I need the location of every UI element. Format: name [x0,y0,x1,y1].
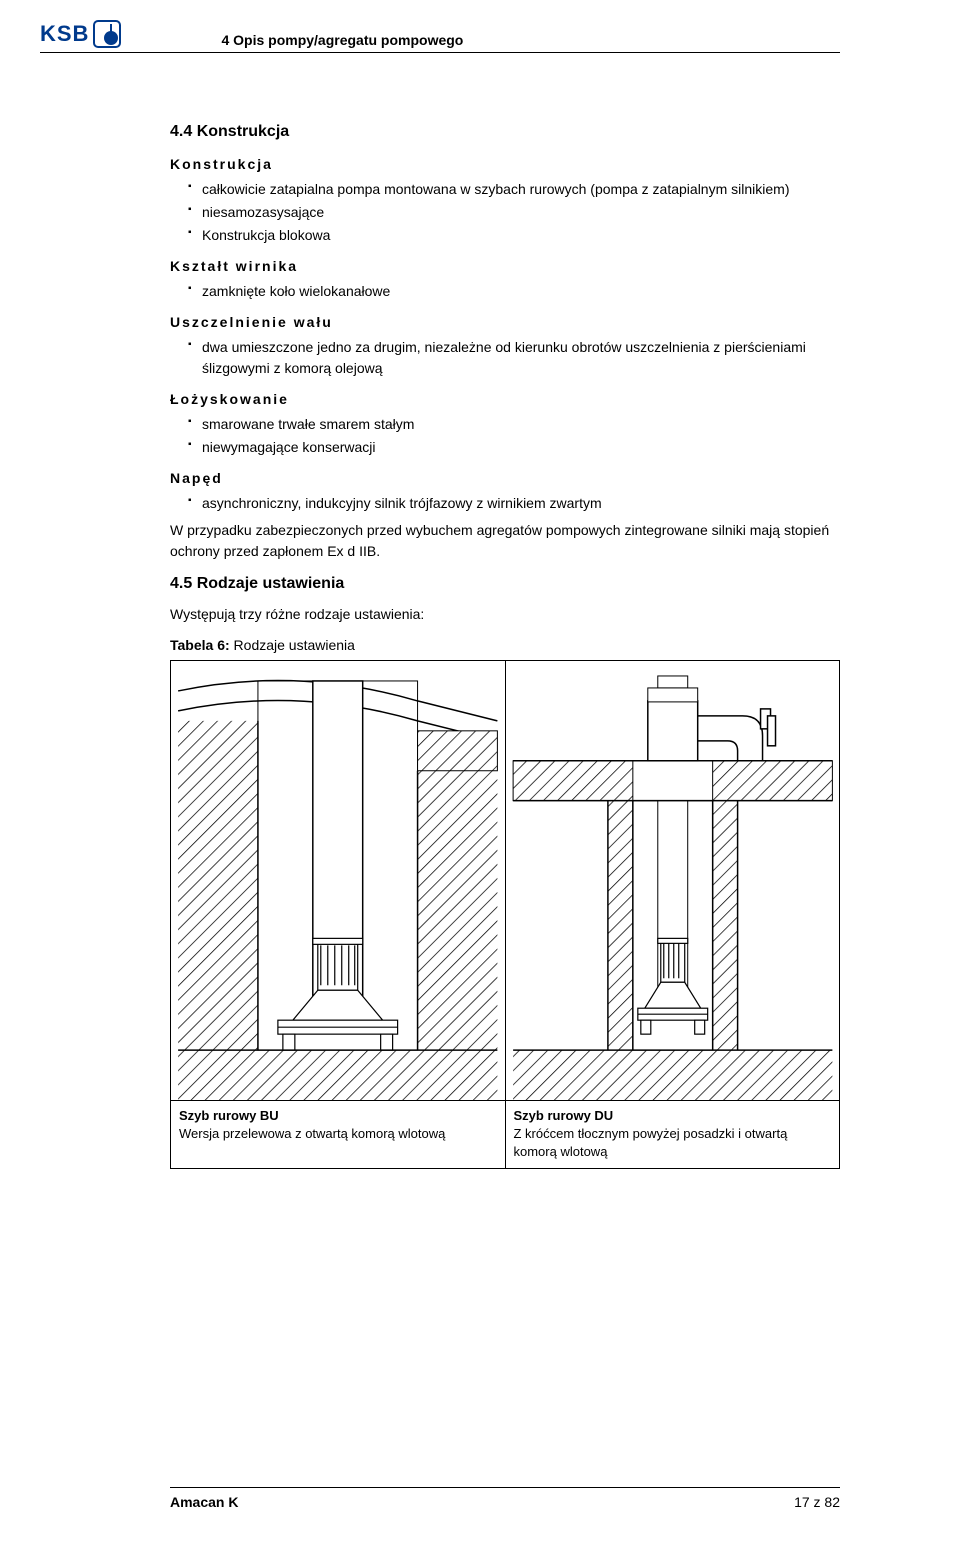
heading-4-5: 4.5 Rodzaje ustawienia [170,572,840,596]
caption-bu-title: Szyb rurowy BU [179,1108,279,1123]
table-caption-text: Rodzaje ustawienia [234,637,355,653]
table-row-diagrams [171,661,840,1101]
logo-icon [93,20,121,48]
bullets-konstrukcja: całkowicie zatapialna pompa montowana w … [170,179,840,246]
page-header: KSB 4 Opis pompy/agregatu pompowego [40,20,840,53]
diagram-du-cell [505,661,840,1101]
footer-page: 17 z 82 [794,1494,840,1510]
diagram-du [506,661,840,1100]
trailing-paragraph: W przypadku zabezpieczonych przed wybuch… [170,520,840,562]
logo: KSB [40,20,121,48]
list-item: dwa umieszczone jedno za drugim, niezale… [188,337,840,379]
list-item: smarowane trwałe smarem stałym [188,414,840,435]
diagram-bu-cell [171,661,506,1101]
list-item: asynchroniczny, indukcyjny silnik trójfa… [188,493,840,514]
group-lozyskowanie: Łożyskowanie smarowane trwałe smarem sta… [170,389,840,458]
bullets-naped: asynchroniczny, indukcyjny silnik trójfa… [170,493,840,514]
logo-text: KSB [40,21,89,47]
caption-bu-desc: Wersja przelewowa z otwartą komorą wloto… [179,1126,445,1141]
caption-du-title: Szyb rurowy DU [514,1108,614,1123]
bullets-uszczelnienie: dwa umieszczone jedno za drugim, niezale… [170,337,840,379]
list-item: zamknięte koło wielokanałowe [188,281,840,302]
list-item: niewymagające konserwacji [188,437,840,458]
content-area: 4.4 Konstrukcja Konstrukcja całkowicie z… [170,120,840,1169]
subheading-uszczelnienie: Uszczelnienie wału [170,312,840,333]
subheading-konstrukcja: Konstrukcja [170,154,840,175]
group-uszczelnienie: Uszczelnienie wału dwa umieszczone jedno… [170,312,840,379]
caption-du: Szyb rurowy DU Z króćcem tłocznym powyże… [505,1101,840,1169]
subheading-ksztalt-wirnika: Kształt wirnika [170,256,840,277]
caption-du-desc: Z króćcem tłocznym powyżej posadzki i ot… [514,1126,788,1159]
footer-product: Amacan K [170,1494,238,1510]
group-konstrukcja: Konstrukcja całkowicie zatapialna pompa … [170,154,840,246]
heading-4-4: 4.4 Konstrukcja [170,120,840,144]
table-caption-prefix: Tabela 6: [170,637,230,653]
list-item: całkowicie zatapialna pompa montowana w … [188,179,840,200]
list-item: niesamozasysające [188,202,840,223]
diagram-bu [171,661,505,1100]
subheading-naped: Napęd [170,468,840,489]
installation-types-table: Szyb rurowy BU Wersja przelewowa z otwar… [170,660,840,1169]
table-6-caption: Tabela 6: Rodzaje ustawienia [170,635,840,656]
group-ksztalt-wirnika: Kształt wirnika zamknięte koło wielokana… [170,256,840,302]
bullets-lozyskowanie: smarowane trwałe smarem stałym niewymaga… [170,414,840,458]
table-row-captions: Szyb rurowy BU Wersja przelewowa z otwar… [171,1101,840,1169]
group-naped: Napęd asynchroniczny, indukcyjny silnik … [170,468,840,514]
intro-4-5: Występują trzy różne rodzaje ustawienia: [170,604,840,625]
subheading-lozyskowanie: Łożyskowanie [170,389,840,410]
header-section-title: 4 Opis pompy/agregatu pompowego [221,32,463,48]
bullets-wirnika: zamknięte koło wielokanałowe [170,281,840,302]
caption-bu: Szyb rurowy BU Wersja przelewowa z otwar… [171,1101,506,1169]
page-footer: Amacan K 17 z 82 [170,1487,840,1510]
list-item: Konstrukcja blokowa [188,225,840,246]
table-6-wrap: Tabela 6: Rodzaje ustawienia [170,635,840,1169]
